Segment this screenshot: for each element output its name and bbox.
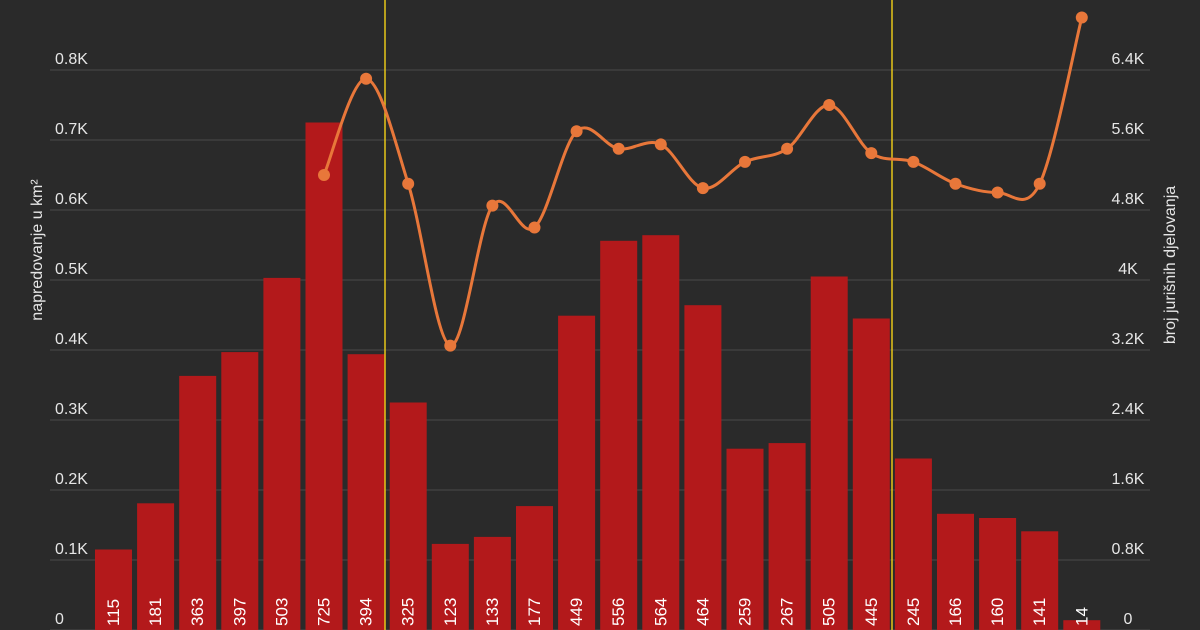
line-point (949, 177, 962, 190)
line-point (991, 186, 1004, 199)
y-tick-label: 0.2K (55, 471, 88, 488)
bar (305, 122, 343, 630)
bar-value-label: 363 (188, 598, 207, 626)
line-point (781, 142, 794, 155)
line-point (612, 142, 625, 155)
bar (137, 503, 175, 630)
bar-value-label: 133 (483, 598, 502, 626)
bar-value-label: 449 (567, 598, 586, 626)
bar-value-label: 267 (778, 598, 797, 626)
bar (1063, 620, 1101, 630)
bar-value-label: 259 (735, 598, 754, 626)
y2-tick-label: 1.6K (1112, 471, 1145, 488)
bar (179, 375, 217, 630)
y2-tick-label: 3.2K (1112, 331, 1145, 348)
y-tick-label: 0.6K (55, 191, 88, 208)
bar-value-label: 14 (1072, 607, 1091, 626)
bar-value-label: 115 (104, 599, 123, 626)
y-tick-label: 0.7K (55, 121, 88, 138)
bar-value-label: 325 (399, 598, 418, 626)
y-tick-label: 0.4K (55, 331, 88, 348)
bar (979, 518, 1017, 630)
bar-value-label: 160 (988, 598, 1007, 626)
bar-value-label: 181 (146, 598, 165, 626)
bar (937, 513, 974, 630)
line-point (570, 125, 583, 138)
y-tick-label: 0 (55, 611, 64, 628)
bar-value-label: 564 (651, 598, 670, 626)
line-point (823, 99, 836, 111)
line-point (865, 147, 878, 160)
bar (852, 318, 890, 630)
bar-value-label: 503 (272, 598, 291, 626)
bar-value-label: 464 (693, 598, 712, 626)
bar (558, 315, 596, 630)
y2-tick-label: 0.8K (1112, 541, 1145, 558)
y2-tick-label: 4K (1118, 261, 1138, 278)
bar-value-label: 166 (946, 598, 965, 626)
bars (95, 122, 1101, 630)
bar (642, 235, 680, 630)
bar (894, 458, 932, 630)
bar (473, 536, 511, 630)
y-tick-label: 0.8K (55, 51, 88, 68)
bar (1021, 531, 1059, 630)
bar (263, 277, 301, 630)
bar (810, 276, 848, 630)
bar-value-label: 725 (314, 598, 333, 626)
bar-value-label: 123 (441, 598, 460, 626)
labels: 0 0.1K 0.2K 0.3K 0.4K 0.5K 0.6K 0.7K 0.8K 0 0.8K 1.… (55, 51, 1145, 628)
line-point (1075, 11, 1088, 24)
line-point (696, 182, 709, 195)
y2-tick-label: 0 (1124, 611, 1133, 628)
bar-value-label: 397 (230, 598, 249, 626)
bar (600, 240, 638, 630)
y2-tick-label: 6.4K (1112, 51, 1145, 68)
y2-tick-label: 4.8K (1112, 191, 1145, 208)
y2-tick-label: 5.6K (1112, 121, 1145, 138)
line-point (486, 199, 499, 212)
bar (726, 448, 764, 630)
bar-value-label: 505 (820, 598, 839, 626)
y-tick-label: 0.3K (55, 401, 88, 418)
y-tick-label: 0.1K (55, 541, 88, 558)
bar-value-label: 177 (525, 598, 544, 626)
line-point (907, 155, 920, 168)
y-tick-label: 0.5K (55, 261, 88, 278)
y2-tick-label: 2.4K (1112, 401, 1145, 418)
bar-value-label: 394 (357, 598, 376, 626)
line-layer (318, 11, 1088, 352)
bar-value-label: 141 (1030, 598, 1049, 626)
line-point (528, 221, 541, 234)
bar (768, 443, 806, 630)
line-point (402, 177, 415, 190)
bar (95, 549, 132, 630)
bar-value-label: 445 (862, 598, 881, 626)
line-point (739, 155, 751, 168)
y-axis-title: napredovanje u km² (29, 179, 46, 321)
line-point (444, 339, 457, 352)
line-point (318, 169, 330, 181)
bar (516, 506, 553, 630)
bar (431, 543, 469, 630)
bar (684, 305, 722, 630)
bar-value-label: 245 (904, 598, 923, 626)
line-point (1033, 177, 1046, 190)
bar (347, 354, 385, 630)
line-point (360, 72, 373, 85)
y2-axis-title: broj jurišnih djelovanja (1162, 186, 1179, 344)
line-point (654, 138, 667, 151)
bar-value-label: 556 (609, 598, 628, 626)
bar (221, 352, 259, 630)
bar (389, 402, 427, 630)
